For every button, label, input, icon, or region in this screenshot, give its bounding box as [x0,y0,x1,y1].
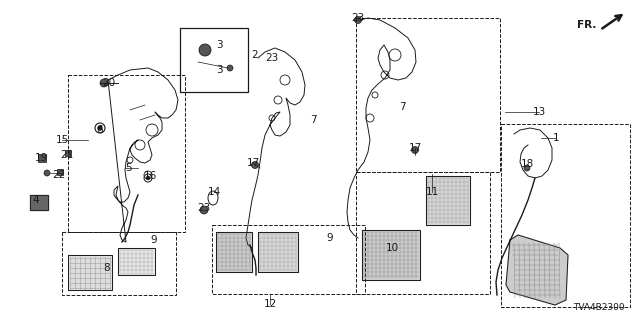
Circle shape [412,147,419,154]
Text: 22: 22 [52,170,66,180]
Bar [57,169,63,175]
Text: FR.: FR. [577,20,596,30]
Text: 3: 3 [216,40,222,50]
Text: 20: 20 [102,78,116,88]
Text: 10: 10 [385,243,399,253]
Polygon shape [362,230,420,280]
Polygon shape [118,248,155,275]
Bar [62,232,176,295]
Polygon shape [426,176,470,225]
Polygon shape [30,195,48,210]
Text: 1: 1 [553,133,559,143]
Text: 19: 19 [35,153,47,163]
Circle shape [355,17,362,23]
Text: 2: 2 [252,50,259,60]
Circle shape [199,44,211,56]
Circle shape [98,126,102,130]
Text: 23: 23 [266,53,278,63]
Polygon shape [258,232,298,272]
Bar [501,124,630,307]
Circle shape [200,206,208,214]
Text: 11: 11 [426,187,438,197]
Text: 15: 15 [56,135,68,145]
Text: 13: 13 [532,107,546,117]
Bar [356,172,490,294]
Text: 14: 14 [207,187,221,197]
Bar [212,225,365,294]
Text: 12: 12 [264,299,276,309]
Text: 8: 8 [104,263,110,273]
Polygon shape [68,255,112,290]
Text: 3: 3 [216,65,222,75]
Text: 16: 16 [143,171,157,181]
Circle shape [147,177,150,180]
Text: TVA4B2300: TVA4B2300 [573,303,625,312]
Circle shape [524,165,530,171]
Polygon shape [216,232,252,272]
Circle shape [227,65,233,71]
Text: 6: 6 [97,125,103,135]
Text: 4: 4 [33,195,39,205]
Bar [68,75,185,232]
Circle shape [252,162,259,169]
Circle shape [100,79,108,87]
Text: 23: 23 [197,203,211,213]
Text: 18: 18 [520,159,534,169]
Text: 7: 7 [399,102,405,112]
Circle shape [44,170,50,176]
Text: 9: 9 [150,235,157,245]
Bar [180,28,248,92]
Text: 23: 23 [351,13,365,23]
Bar [65,150,71,156]
Text: 7: 7 [310,115,316,125]
Polygon shape [506,235,568,305]
Text: 17: 17 [408,143,422,153]
Text: 21: 21 [60,150,74,160]
Text: 17: 17 [246,158,260,168]
Text: 5: 5 [125,163,131,173]
Bar [356,18,500,172]
Bar [38,154,46,162]
Text: 9: 9 [326,233,333,243]
